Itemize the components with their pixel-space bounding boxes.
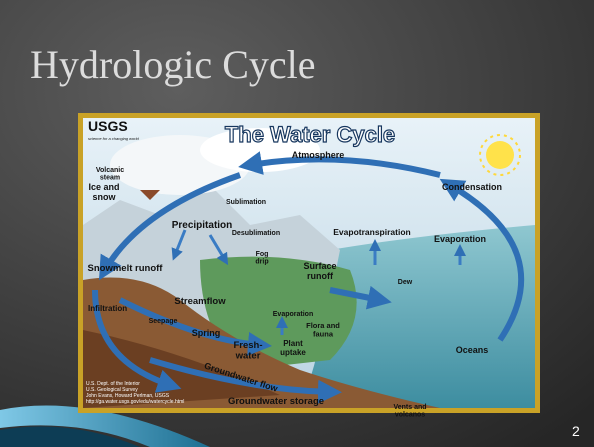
slide-title: Hydrologic Cycle [30,42,316,87]
label-line: Streamflow [174,296,226,307]
label-line: water [235,350,261,361]
label-line: Oceans [456,345,489,355]
label-line: runoff [307,271,334,281]
diagram-label: Groundwater storage [228,396,324,407]
label-line: uptake [280,348,306,357]
label-line: Seepage [149,318,178,325]
label-line: Condensation [442,182,502,192]
diagram-label: Evapotranspiration [333,227,410,237]
label-line: Ice and [88,182,119,192]
label-line: Volcanic [96,167,124,174]
diagram-label: Seepage [149,318,178,325]
label-line: steam [100,175,120,182]
slide-number: 2 [572,423,580,439]
page: Hydrologic Cycle USGS sc [0,0,594,447]
diagram-label: Evaporation [273,311,313,318]
diagram-label: Streamflow [174,296,226,307]
label-line: Sublimation [226,199,266,206]
diagram-label: Evaporation [434,234,486,244]
label-line: volcanos [395,412,425,419]
slide: Hydrologic Cycle USGS sc [0,0,594,447]
diagram-label: Precipitation [172,220,233,231]
sun [486,141,514,169]
label-line: snow [92,192,116,202]
label-line: Vents and [393,404,426,411]
label-line: Spring [192,328,221,338]
credit-line: http://ga.water.usgs.gov/edu/watercycle.… [86,399,184,405]
logo-tagline: science for a changing world [88,136,139,141]
diagram-label: Infiltration [88,304,127,313]
label-line: fauna [313,329,334,338]
label-line: Snowmelt runoff [88,263,164,274]
label-line: Evaporation [273,311,313,318]
diagram-label: Dew [398,279,413,286]
label-line: Evapotranspiration [333,227,410,237]
label-line: Evaporation [434,234,486,244]
diagram-label: Atmosphere [292,150,345,160]
label-line: Desublimation [232,230,280,237]
diagram-label: Condensation [442,182,502,192]
label-line: Infiltration [88,304,127,313]
label-line: Precipitation [172,220,233,231]
diagram-label: Desublimation [232,230,280,237]
label-line: Dew [398,279,413,286]
diagram-label: Sublimation [226,199,266,206]
label-line: Groundwater storage [228,396,324,407]
diagram-label: Fresh-water [233,340,262,361]
diagram-label: Spring [192,328,221,338]
logo: USGS [88,118,128,134]
label-line: Fog [256,251,269,258]
diagram-label: Oceans [456,345,489,355]
diagram-title: The Water Cycle [225,122,395,147]
label-line: Fresh- [233,340,262,351]
label-line: Plant [283,339,303,348]
diagram-label: Snowmelt runoff [88,263,164,274]
label-line: drip [255,259,268,266]
label-line: Atmosphere [292,150,345,160]
label-line: Surface [303,261,336,271]
